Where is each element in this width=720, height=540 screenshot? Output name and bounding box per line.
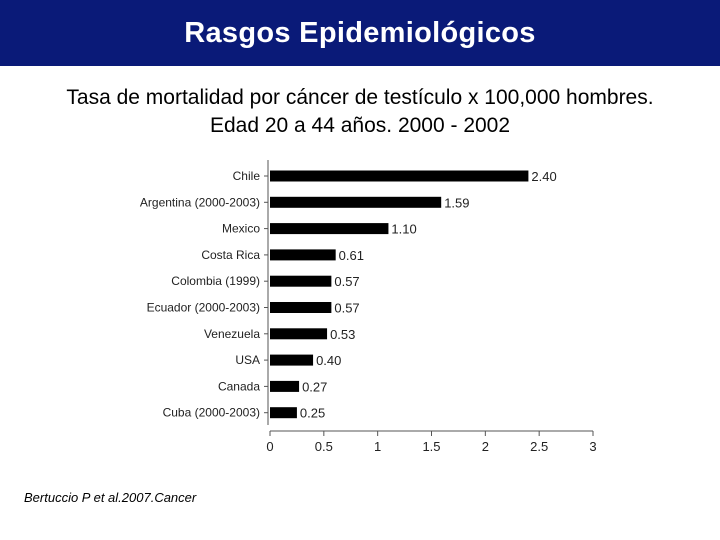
bar [270, 407, 297, 419]
bar [270, 328, 328, 340]
value-label: 1.59 [444, 195, 469, 210]
value-label: 0.57 [334, 274, 359, 289]
citation: Bertuccio P et al.2007.Cancer [24, 490, 197, 505]
category-label: Cuba (2000-2003) [163, 406, 260, 420]
value-label: 0.27 [302, 379, 327, 394]
x-tick-label: 0 [266, 439, 273, 454]
category-label: Mexico [222, 222, 260, 236]
value-label: 0.53 [330, 327, 355, 342]
category-label: Argentina (2000-2003) [140, 195, 260, 209]
bar [270, 223, 389, 235]
category-label: USA [235, 353, 260, 367]
x-tick-label: 1 [374, 439, 381, 454]
value-label: 2.40 [531, 169, 556, 184]
subtitle-line-1: Tasa de mortalidad por cáncer de testícu… [66, 86, 654, 109]
title-bar: Rasgos Epidemiológicos [0, 0, 720, 66]
bar [270, 354, 314, 366]
slide-title: Rasgos Epidemiológicos [184, 16, 536, 49]
chart-subtitle: Tasa de mortalidad por cáncer de testícu… [0, 84, 720, 140]
category-label: Costa Rica [201, 248, 260, 262]
bar [270, 302, 332, 313]
x-tick-label: 0.5 [315, 439, 333, 454]
x-tick-label: 3 [589, 439, 596, 454]
category-label: Chile [233, 169, 261, 183]
value-label: 0.57 [334, 301, 359, 316]
x-tick-label: 1.5 [422, 439, 440, 454]
bar [270, 249, 336, 261]
bar [270, 380, 300, 392]
bar-chart: Chile 2.40 Argentina (2000-2003) 1.59 Mexico… [140, 160, 597, 454]
value-label: 0.61 [339, 248, 364, 263]
value-label: 0.40 [316, 353, 341, 368]
category-label: Venezuela [204, 327, 260, 341]
x-tick-label: 2 [482, 439, 489, 454]
category-label: Canada [218, 379, 260, 393]
category-label: Ecuador (2000-2003) [147, 301, 260, 315]
bar [270, 196, 442, 208]
bar [270, 170, 529, 182]
value-label: 0.25 [300, 406, 325, 421]
bar [270, 275, 332, 287]
category-label: Colombia (1999) [171, 274, 260, 288]
x-tick-label: 2.5 [530, 439, 548, 454]
subtitle-line-2: Edad 20 a 44 años. 2000 - 2002 [209, 114, 511, 137]
value-label: 1.10 [391, 222, 416, 237]
